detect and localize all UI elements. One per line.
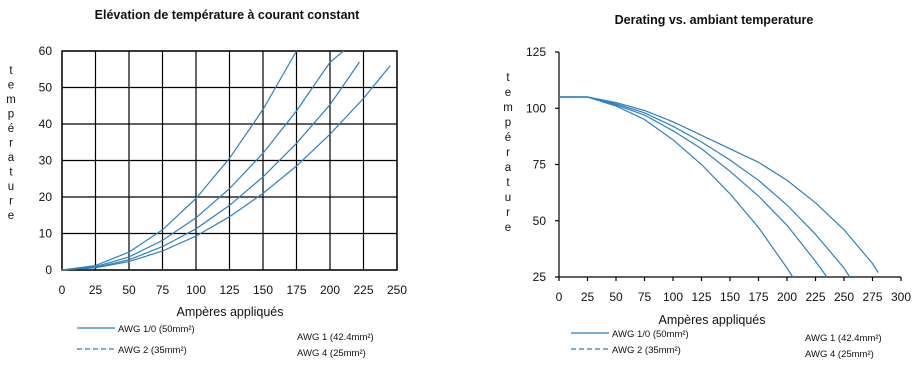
x-tick-label: 175 bbox=[748, 290, 768, 304]
chart-title: Derating vs. ambiant temperature bbox=[615, 13, 814, 27]
x-tick-label: 0 bbox=[59, 283, 66, 297]
y-tick-label: 60 bbox=[39, 44, 53, 58]
x-tick-label: 100 bbox=[663, 290, 683, 304]
chart-1: Elévation de température à courant const… bbox=[6, 8, 407, 359]
y-axis-label-letter: a bbox=[8, 152, 15, 164]
series-line-4 bbox=[559, 96, 794, 278]
legend-entry: AWG 2 (35mm²) bbox=[118, 345, 187, 356]
y-axis-label-letter: t bbox=[9, 167, 13, 179]
x-tick-label: 125 bbox=[691, 290, 711, 304]
x-axis-label: Ampères appliqués bbox=[176, 305, 283, 319]
y-axis-label-letter: e bbox=[505, 87, 511, 99]
y-tick-label: 50 bbox=[39, 81, 53, 95]
y-tick-label: 10 bbox=[39, 227, 53, 241]
y-tick-label: 25 bbox=[533, 270, 547, 284]
y-axis-label-letter: u bbox=[505, 192, 511, 204]
y-axis-label-letter: r bbox=[9, 138, 13, 150]
x-tick-label: 125 bbox=[219, 283, 239, 297]
y-axis-label-letter: t bbox=[506, 177, 510, 189]
plot-frame bbox=[61, 50, 398, 271]
y-axis-label-letter: é bbox=[8, 123, 14, 135]
series-line-3 bbox=[559, 96, 828, 278]
x-tick-label: 225 bbox=[353, 283, 373, 297]
legend-entry: AWG 1/0 (50mm²) bbox=[612, 329, 689, 340]
x-tick-label: 175 bbox=[286, 283, 306, 297]
chart-title: Elévation de température à courant const… bbox=[95, 8, 360, 22]
x-tick-label: 300 bbox=[891, 290, 911, 304]
y-axis-label-letter: r bbox=[506, 207, 510, 219]
series-line-3 bbox=[62, 50, 344, 271]
y-axis-label-letter: r bbox=[9, 196, 13, 208]
x-tick-label: 225 bbox=[805, 290, 825, 304]
y-axis-label-letter: p bbox=[505, 117, 511, 129]
x-axis-label: Ampères appliqués bbox=[658, 313, 765, 327]
legend-entry: AWG 4 (25mm²) bbox=[805, 349, 874, 360]
x-tick-label: 25 bbox=[89, 283, 103, 297]
x-tick-label: 250 bbox=[387, 283, 407, 297]
legend-entry: AWG 4 (25mm²) bbox=[297, 348, 366, 359]
y-axis-label-letter: p bbox=[8, 109, 14, 121]
series-line-4 bbox=[62, 50, 298, 271]
x-tick-label: 100 bbox=[186, 283, 206, 297]
legend-entry: AWG 1 (42.4mm²) bbox=[297, 332, 374, 343]
x-tick-label: 150 bbox=[720, 290, 740, 304]
y-axis-label-letter: e bbox=[505, 222, 511, 234]
y-axis-label-letter: r bbox=[506, 147, 510, 159]
y-axis-label: température bbox=[503, 72, 513, 234]
y-tick-label: 20 bbox=[39, 190, 53, 204]
x-tick-label: 25 bbox=[581, 290, 595, 304]
y-axis-label-letter: t bbox=[9, 65, 13, 77]
x-tick-label: 150 bbox=[253, 283, 273, 297]
x-tick-label: 200 bbox=[320, 283, 340, 297]
y-axis-label-letter: u bbox=[8, 181, 14, 193]
y-axis-label-letter: a bbox=[505, 162, 512, 174]
y-axis-label-letter: m bbox=[6, 94, 16, 106]
x-tick-label: 50 bbox=[122, 283, 136, 297]
series-line-2 bbox=[62, 61, 360, 271]
x-tick-label: 0 bbox=[556, 290, 563, 304]
y-axis-label-letter: t bbox=[506, 72, 510, 84]
series-line-2 bbox=[559, 96, 851, 278]
legend-entry: AWG 1/0 (50mm²) bbox=[118, 324, 195, 335]
x-tick-label: 250 bbox=[834, 290, 854, 304]
x-tick-label: 75 bbox=[638, 290, 652, 304]
series-group bbox=[559, 96, 879, 278]
series-line-1 bbox=[559, 96, 879, 273]
y-tick-label: 50 bbox=[533, 214, 547, 228]
y-tick-label: 100 bbox=[526, 101, 546, 115]
x-tick-label: 50 bbox=[609, 290, 623, 304]
legend-entry: AWG 1 (42.4mm²) bbox=[805, 333, 882, 344]
y-axis-label-letter: é bbox=[505, 132, 511, 144]
series-line-1 bbox=[62, 65, 391, 271]
y-tick-label: 75 bbox=[533, 158, 547, 172]
y-tick-label: 40 bbox=[39, 117, 53, 131]
y-tick-label: 0 bbox=[45, 263, 52, 277]
y-tick-label: 30 bbox=[39, 154, 53, 168]
y-axis-label-letter: m bbox=[503, 102, 513, 114]
x-tick-label: 75 bbox=[156, 283, 170, 297]
x-tick-label: 275 bbox=[862, 290, 882, 304]
y-axis-label-letter: e bbox=[8, 210, 14, 222]
x-tick-label: 200 bbox=[777, 290, 797, 304]
legend-entry: AWG 2 (35mm²) bbox=[612, 345, 681, 356]
y-tick-label: 125 bbox=[526, 45, 546, 59]
chart-2: Derating vs. ambiant temperature 0 25 50 75 1… bbox=[503, 13, 911, 360]
y-axis-label-letter: e bbox=[8, 80, 14, 92]
series-group bbox=[62, 50, 391, 271]
y-axis-label: température bbox=[6, 65, 16, 222]
